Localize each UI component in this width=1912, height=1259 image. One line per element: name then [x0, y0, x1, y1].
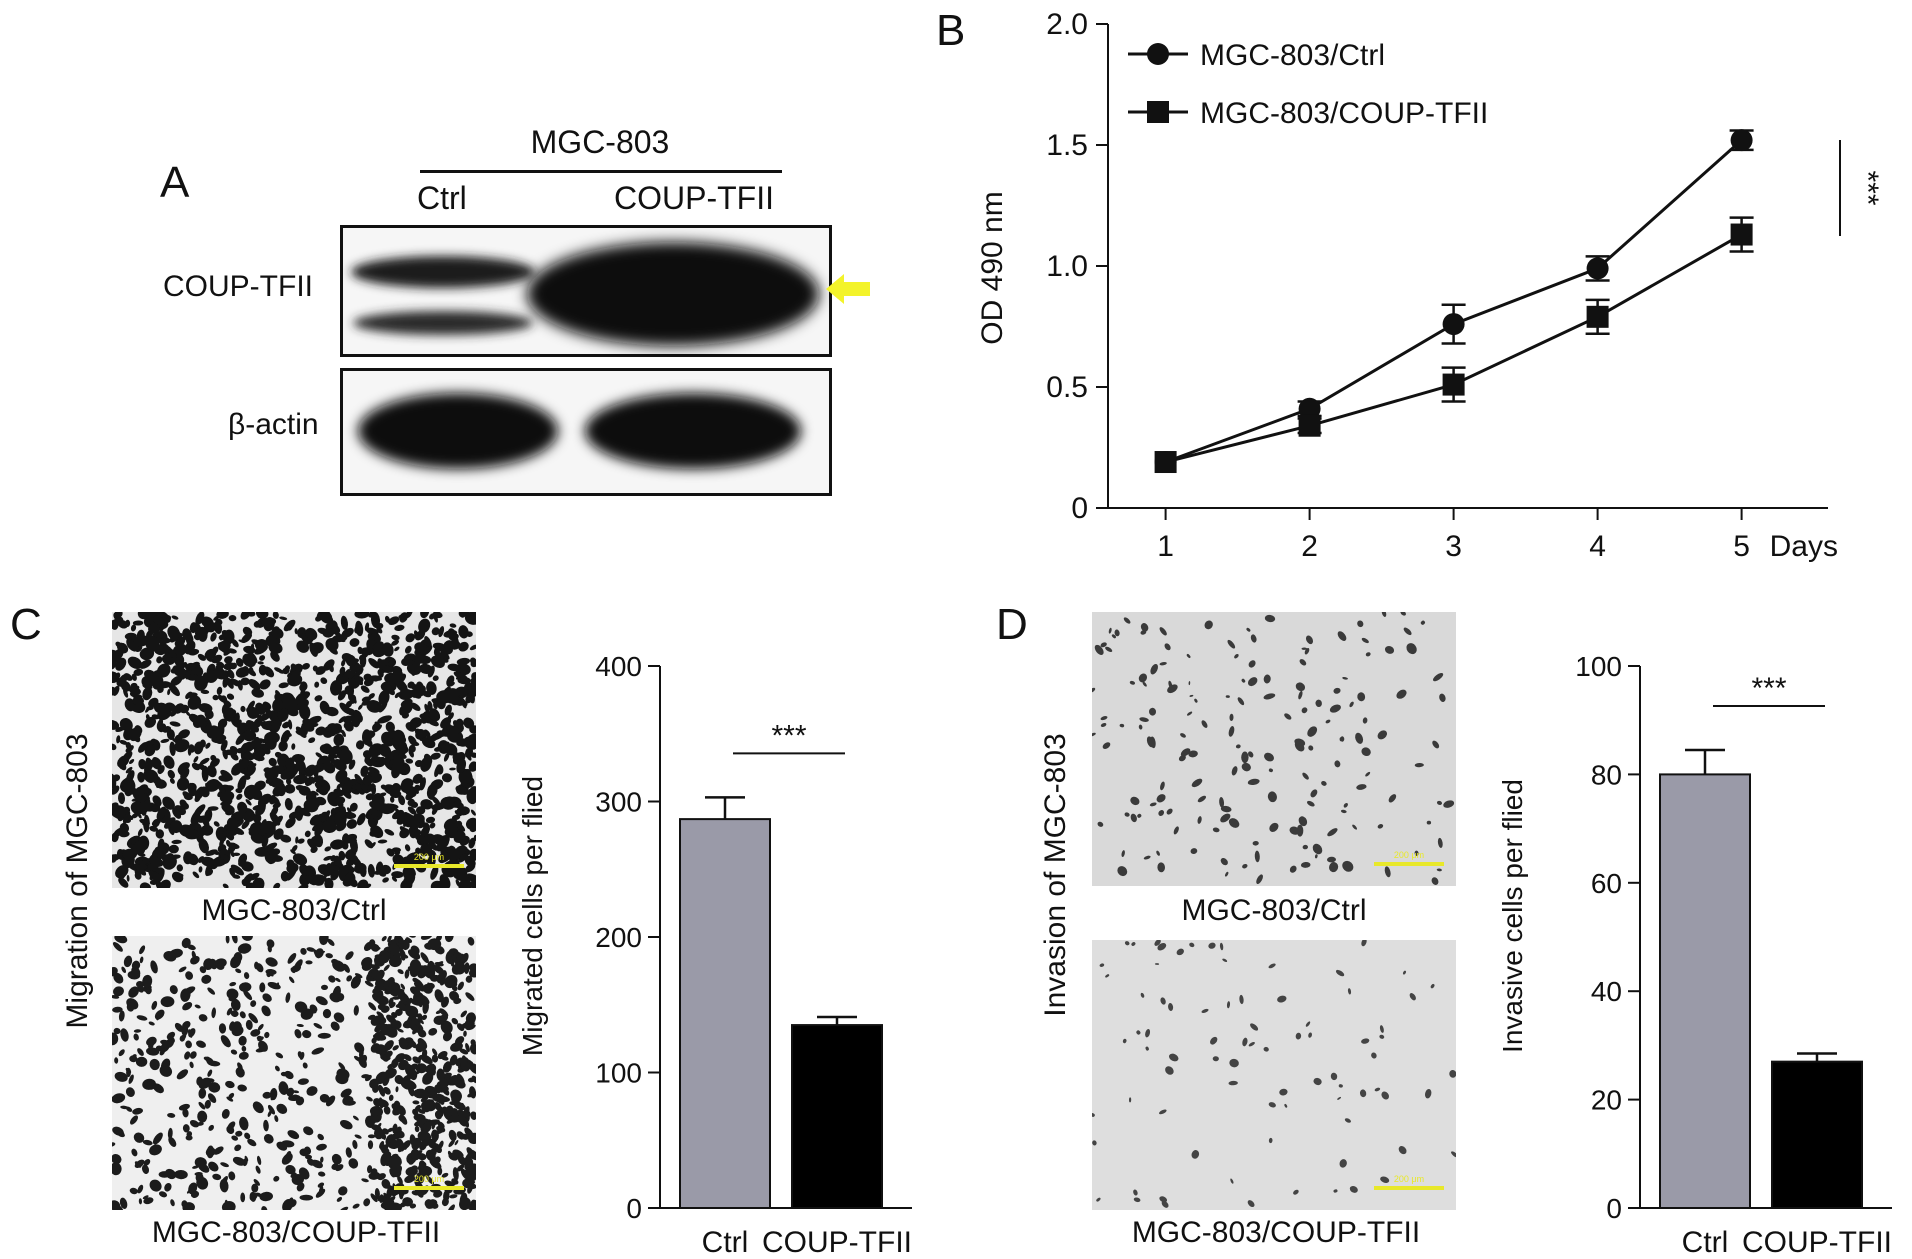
data-point	[1298, 414, 1321, 437]
y-tick-label: 40	[1591, 976, 1622, 1007]
data-point	[1730, 129, 1753, 152]
migration-caption-coup-tfii: MGC-803/COUP-TFII	[151, 1216, 441, 1249]
micrograph-background	[1092, 612, 1456, 886]
significance-stars: ***	[1751, 672, 1786, 705]
invasion-caption-coup-tfii: MGC-803/COUP-TFII	[1131, 1216, 1421, 1249]
migration-image-coup-tfii: 200 μm	[112, 936, 476, 1210]
significance-stars: ***	[1851, 170, 1884, 205]
y-tick-label: 100	[1575, 651, 1622, 682]
scale-bar-label: 200 μm	[1394, 1174, 1424, 1184]
legend-label: MGC-803/COUP-TFII	[1200, 97, 1488, 130]
y-tick-label: 100	[595, 1058, 642, 1089]
x-unit-label: Days	[1770, 530, 1838, 563]
growth-line-chart: OD 490 nm 0 0.5 1.0 1.5 2.0 1 2 3 4 5 Days MGC-803…	[976, 8, 1884, 563]
band-coup-tfii-overexpressed	[527, 242, 819, 346]
migration-side-label: Migration of MGC-803	[61, 733, 94, 1029]
band-coup-tfii-ctrl-upper	[351, 256, 535, 288]
series-line	[1165, 233, 1743, 464]
bar-coup-tfii	[1771, 1060, 1863, 1209]
x-category-label: COUP-TFII	[1742, 1226, 1892, 1259]
invasion-image-coup-tfii: 200 μm	[1092, 940, 1456, 1210]
arrow-icon	[826, 272, 872, 311]
data-point	[1298, 397, 1321, 420]
x-tick-label: 2	[1301, 530, 1318, 563]
bar-ctrl	[1659, 773, 1751, 1209]
data-point	[1730, 223, 1753, 246]
blot-coup-tfii-strip	[340, 225, 832, 357]
cell-texture	[112, 936, 476, 1210]
legend-marker	[1147, 101, 1169, 123]
panel-a-label: A	[160, 158, 190, 207]
invasion-caption-ctrl: MGC-803/Ctrl	[1181, 894, 1367, 927]
x-category-label: Ctrl	[702, 1226, 749, 1259]
panel-b-label: B	[936, 6, 966, 55]
y-tick-label: 0.5	[1046, 371, 1088, 404]
data-point	[1586, 305, 1609, 328]
y-tick-label: 0	[626, 1193, 642, 1224]
y-tick-label: 1.0	[1046, 250, 1088, 283]
legend-label: MGC-803/Ctrl	[1200, 39, 1385, 72]
band-coup-tfii-ctrl-lower	[353, 311, 533, 335]
band-actin-ctrl	[358, 393, 558, 469]
y-tick-label: 0	[1071, 492, 1088, 525]
y-tick-label: 1.5	[1046, 129, 1088, 162]
band-actin-coup-tfii	[585, 393, 801, 469]
blot-cell-line-bracket	[420, 170, 782, 173]
data-point	[1442, 313, 1465, 336]
micrograph-background	[1092, 940, 1456, 1210]
y-tick-label: 400	[595, 651, 642, 682]
data-point	[1586, 257, 1609, 280]
y-tick-label: 300	[595, 787, 642, 818]
y-tick-label: 2.0	[1046, 8, 1088, 41]
y-axis-title: Migrated cells per flied	[517, 776, 548, 1056]
invasion-image-ctrl: 200 μm	[1092, 612, 1456, 886]
x-category-label: Ctrl	[1682, 1226, 1729, 1259]
x-tick-label: 1	[1157, 530, 1174, 563]
invasion-bar-chart: Invasive cells per flied 0 20 40 60 80 100 Ctr…	[1497, 651, 1892, 1259]
invasion-side-label: Invasion of MGC-803	[1039, 733, 1072, 1017]
blot-row-label-coup-tfii: COUP-TFII	[163, 270, 313, 303]
cell-texture	[1092, 612, 1455, 885]
y-tick-label: 60	[1591, 868, 1622, 899]
series-line	[1165, 139, 1743, 464]
blot-lane-label-ctrl: Ctrl	[417, 180, 467, 216]
blot-beta-actin-strip	[340, 368, 832, 496]
bar-coup-tfii	[791, 1024, 883, 1210]
blot-cell-line-label: MGC-803	[530, 124, 670, 160]
migration-image-ctrl: 200 μm	[112, 612, 476, 888]
y-tick-label: 200	[595, 922, 642, 953]
panel-d-label: D	[996, 600, 1028, 649]
x-tick-label: 4	[1589, 530, 1606, 563]
scale-bar-label: 200 μm	[414, 1174, 444, 1184]
data-point	[1442, 373, 1465, 396]
y-axis-title: OD 490 nm	[976, 191, 1009, 344]
y-tick-label: 80	[1591, 759, 1622, 790]
significance-stars: ***	[771, 719, 806, 752]
legend-marker	[1147, 43, 1169, 65]
scale-bar-label: 200 μm	[1394, 850, 1424, 860]
migration-caption-ctrl: MGC-803/Ctrl	[201, 894, 387, 927]
x-tick-label: 3	[1445, 530, 1462, 563]
cell-texture	[112, 612, 476, 888]
blot-lane-label-coup-tfii: COUP-TFII	[614, 180, 774, 216]
data-point	[1154, 451, 1177, 474]
x-category-label: COUP-TFII	[762, 1226, 912, 1259]
bar-ctrl	[679, 818, 771, 1210]
blot-row-label-beta-actin: β-actin	[228, 408, 319, 441]
scale-bar-label: 200 μm	[414, 852, 444, 862]
migration-bar-chart: Migrated cells per flied 0 100 200 300 400 Ct…	[517, 651, 912, 1259]
x-tick-label: 5	[1733, 530, 1750, 563]
y-axis-title: Invasive cells per flied	[1497, 779, 1528, 1053]
cell-texture	[1092, 940, 1456, 1208]
panel-c-label: C	[10, 600, 42, 649]
y-tick-label: 20	[1591, 1085, 1622, 1116]
y-tick-label: 0	[1606, 1193, 1622, 1224]
